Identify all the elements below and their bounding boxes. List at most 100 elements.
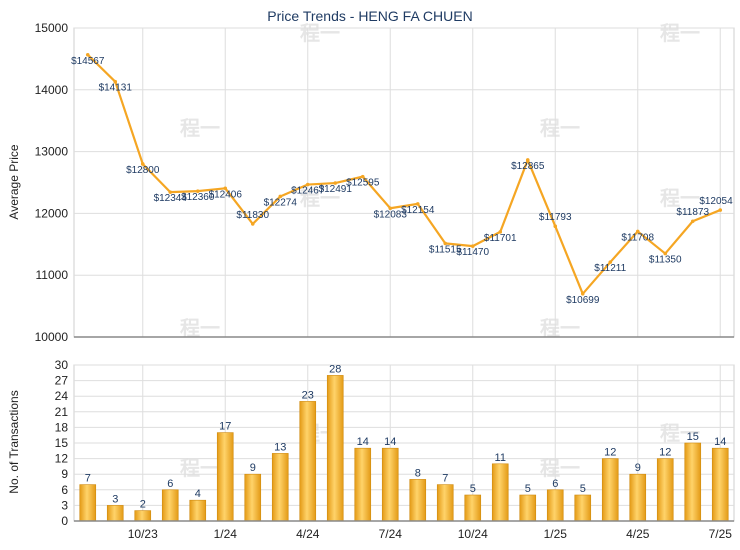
price-data-label: $12344 — [154, 193, 188, 204]
price-point — [305, 182, 310, 187]
price-tick-label: 10000 — [35, 330, 69, 344]
transaction-bar — [106, 505, 124, 522]
price-point — [113, 79, 118, 84]
price-data-label: $12083 — [374, 209, 408, 220]
price-point — [388, 206, 393, 211]
price-axis-title: Average Price — [7, 144, 21, 219]
price-point — [553, 224, 558, 228]
transaction-bar — [244, 473, 262, 522]
transaction-count-label: 5 — [580, 483, 586, 495]
transaction-bar — [134, 510, 152, 522]
transaction-count-label: 2 — [140, 499, 146, 511]
transaction-count-label: 7 — [442, 473, 448, 485]
transaction-bar — [574, 494, 592, 522]
transactions-tick-label: 24 — [55, 389, 69, 403]
month-tick-label: 10/23 — [128, 527, 158, 541]
price-point — [415, 202, 420, 206]
watermark-text: 程一 — [540, 117, 580, 140]
price-data-label: $12154 — [401, 205, 435, 216]
month-tick-label: 4/24 — [296, 527, 320, 541]
watermark-text: 程一 — [180, 317, 220, 340]
watermark-text: 程一 — [540, 457, 580, 480]
month-tick-label: 7/24 — [379, 527, 403, 541]
month-tick-label: 1/24 — [214, 527, 238, 541]
price-tick-label: 14000 — [35, 83, 69, 97]
transaction-bar — [216, 432, 234, 522]
transactions-axis-title: No. of Transactions — [7, 390, 21, 493]
watermark-text: 程一 — [180, 457, 220, 480]
transaction-count-label: 13 — [274, 441, 286, 453]
price-tick-label: 15000 — [35, 21, 69, 35]
price-data-label: $12467 — [291, 186, 325, 197]
price-line-panel: 10000 11000 12000 13000 14000 15000 $14567 $141… — [35, 21, 735, 344]
transaction-bar — [601, 458, 619, 522]
price-data-label: $11701 — [484, 233, 517, 244]
price-data-label: $11470 — [456, 247, 489, 258]
transactions-tick-label: 18 — [55, 420, 69, 434]
price-point — [525, 158, 530, 162]
price-data-label: $11515 — [429, 244, 462, 255]
price-point — [663, 251, 668, 256]
price-data-label: $10699 — [566, 295, 600, 306]
price-point — [470, 244, 475, 248]
price-point — [580, 292, 585, 296]
month-tick-label: 1/25 — [544, 527, 568, 541]
price-data-label: $12865 — [511, 161, 545, 172]
watermark-text: 程一 — [300, 187, 340, 210]
transactions-tick-label: 3 — [61, 498, 68, 512]
price-series-line — [86, 53, 721, 295]
price-data-label: $12491 — [319, 184, 353, 195]
transactions-tick-label: 6 — [61, 483, 68, 497]
transaction-bar — [161, 489, 179, 522]
transaction-bar — [409, 479, 427, 522]
price-point — [635, 229, 640, 234]
transactions-tick-label: 30 — [55, 358, 69, 372]
transaction-count-label: 5 — [525, 483, 531, 495]
price-data-label: $11211 — [594, 263, 626, 274]
transaction-count-label: 6 — [552, 478, 558, 490]
transaction-bar — [546, 489, 564, 522]
transaction-bar — [519, 494, 537, 522]
price-data-label: $12406 — [209, 189, 243, 200]
transaction-bar — [464, 494, 482, 522]
transaction-count-label: 12 — [604, 447, 616, 459]
transaction-bar — [629, 473, 647, 522]
transaction-count-label: 28 — [329, 363, 341, 375]
transaction-bar — [299, 401, 317, 522]
price-point — [278, 194, 283, 199]
price-data-label: $12360 — [181, 192, 215, 203]
transaction-count-label: 14 — [357, 436, 369, 448]
transaction-bar — [436, 484, 454, 522]
price-point — [608, 260, 613, 264]
month-tick-label: 4/25 — [626, 527, 650, 541]
transaction-count-label: 14 — [714, 436, 726, 448]
transaction-count-label: 14 — [384, 436, 396, 448]
price-tick-label: 13000 — [35, 145, 69, 159]
transaction-count-label: 4 — [195, 488, 201, 500]
transaction-count-label: 8 — [415, 467, 421, 479]
transactions-tick-label: 21 — [55, 405, 69, 419]
price-point — [690, 219, 695, 224]
chart-title: Price Trends - HENG FA CHUEN — [267, 8, 472, 24]
transaction-count-label: 17 — [219, 421, 231, 433]
transaction-bar — [684, 442, 702, 522]
transaction-count-label: 12 — [659, 447, 671, 459]
watermark-text: 程一 — [540, 317, 580, 340]
transaction-count-label: 9 — [250, 462, 256, 474]
transactions-tick-label: 0 — [61, 514, 68, 528]
watermark-text: 程一 — [660, 22, 700, 45]
price-point — [85, 52, 90, 57]
watermark-text: 程一 — [300, 22, 340, 45]
transactions-tick-label: 9 — [61, 467, 68, 481]
price-data-label: $12054 — [699, 196, 733, 207]
transaction-bar — [711, 447, 729, 522]
price-data-label: $14567 — [71, 56, 105, 67]
transaction-bar — [354, 447, 372, 522]
price-point — [195, 189, 200, 193]
price-point — [250, 222, 255, 226]
transaction-bar — [656, 458, 674, 522]
price-data-label: $11350 — [649, 255, 682, 266]
price-data-label: $11830 — [236, 210, 269, 221]
transaction-bar — [491, 463, 509, 522]
